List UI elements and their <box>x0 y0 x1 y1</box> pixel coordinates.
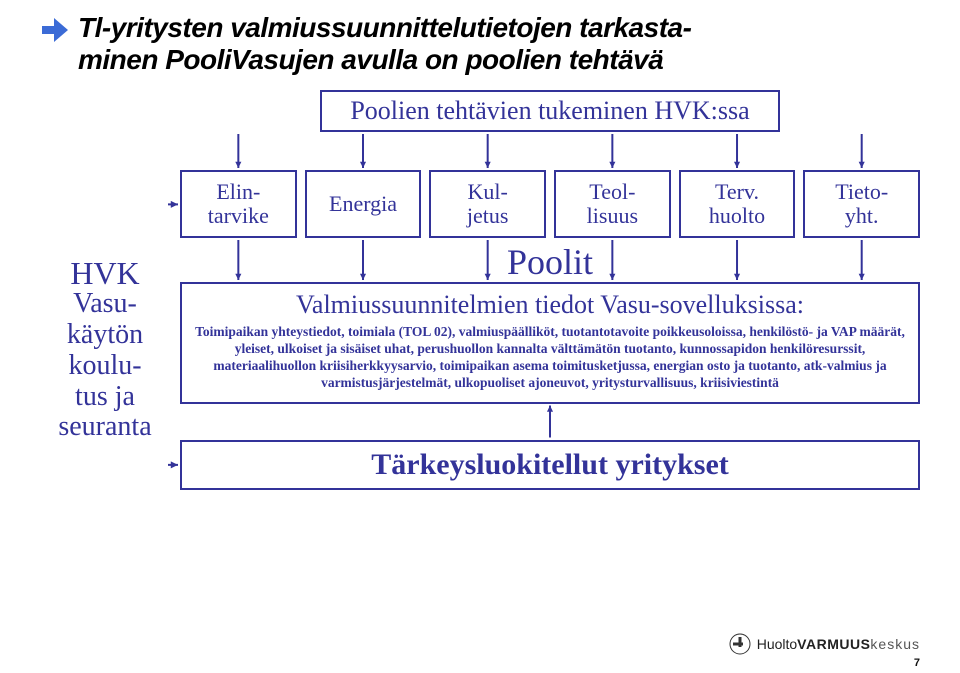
companies-text: Tärkeysluokitellut yritykset <box>371 448 729 481</box>
subheader-box: Poolien tehtävien tukeminen HVK:ssa <box>320 90 780 132</box>
hvk-line1: Vasu- <box>40 289 170 320</box>
footer-brand: HuoltoVARMUUSkeskus <box>757 636 920 652</box>
companies-box: Tärkeysluokitellut yritykset <box>180 440 920 490</box>
hvk-line2: käytön <box>40 320 170 351</box>
hvk-line5: seuranta <box>40 412 170 443</box>
pool-label: Poolit <box>180 244 920 280</box>
left-column: HVK Vasu- käytön koulu- tus ja seuranta <box>40 90 170 490</box>
sector-box: Kul-jetus <box>429 170 546 238</box>
title-text: Tl-yritysten valmiussuunnittelutietojen … <box>78 12 691 75</box>
sector-row: Elin-tarvikeEnergiaKul-jetusTeol-lisuusT… <box>180 170 920 238</box>
footer-brand-2: VARMUUS <box>797 636 870 652</box>
hvk-big: HVK <box>40 257 170 289</box>
footer-logo: HuoltoVARMUUSkeskus <box>729 633 920 655</box>
diagram-area: Poolien tehtävien tukeminen HVK:ssa Elin… <box>180 90 920 490</box>
hvk-left-box: HVK Vasu- käytön koulu- tus ja seuranta <box>40 257 170 443</box>
sector-box: Teol-lisuus <box>554 170 671 238</box>
hvk-line3: koulu- <box>40 351 170 382</box>
page-title: Tl-yritysten valmiussuunnittelutietojen … <box>78 12 691 76</box>
sector-box: Terv.huolto <box>679 170 796 238</box>
footer-brand-3: keskus <box>870 636 920 652</box>
footer-brand-1: Huolto <box>757 636 797 652</box>
subheader-text: Poolien tehtävien tukeminen HVK:ssa <box>350 96 749 125</box>
sector-box: Elin-tarvike <box>180 170 297 238</box>
arrow-right-icon <box>40 16 70 49</box>
hvk-line4: tus ja <box>40 382 170 413</box>
sector-box: Tieto-yht. <box>803 170 920 238</box>
logo-icon <box>729 633 751 655</box>
sector-box: Energia <box>305 170 422 238</box>
page-number: 7 <box>914 657 920 669</box>
vasu-box: Valmiussuunnitelmien tiedot Vasu-sovellu… <box>180 282 920 404</box>
vasu-body: Toimipaikan yhteystiedot, toimiala (TOL … <box>192 324 908 392</box>
vasu-heading: Valmiussuunnitelmien tiedot Vasu-sovellu… <box>192 290 908 320</box>
